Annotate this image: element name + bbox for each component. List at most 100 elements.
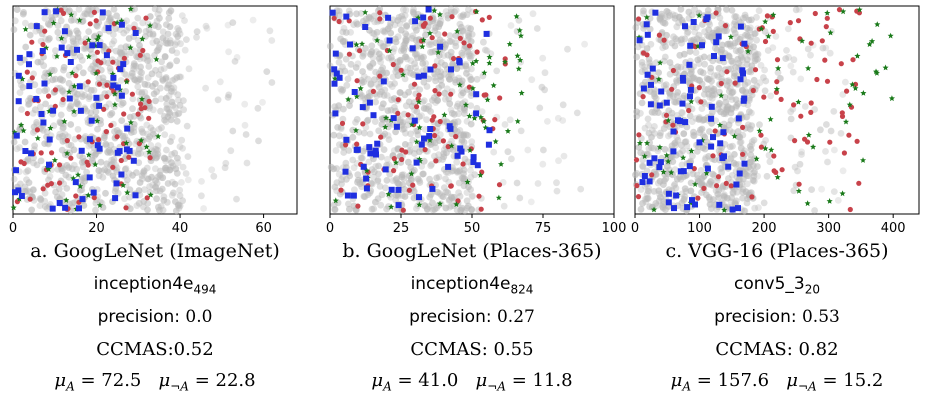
green-star	[352, 127, 359, 134]
gray-point	[727, 154, 735, 162]
blue-square	[110, 74, 117, 81]
gray-point	[446, 76, 453, 83]
gray-point	[360, 129, 368, 137]
green-star	[688, 98, 695, 105]
green-star	[486, 54, 493, 60]
gray-point	[427, 108, 434, 115]
gray-point	[166, 166, 174, 174]
gray-point	[379, 100, 387, 108]
blue-square	[372, 147, 379, 154]
blue-square	[429, 185, 436, 192]
green-star	[94, 117, 101, 124]
gray-point	[174, 154, 181, 162]
gray-point	[750, 76, 758, 84]
red-point	[715, 174, 722, 180]
gray-point	[63, 185, 71, 192]
green-star	[695, 43, 702, 49]
gray-point	[468, 31, 476, 38]
gray-point	[727, 109, 735, 117]
blue-square	[118, 21, 125, 28]
gray-point	[402, 53, 410, 61]
gray-point	[13, 145, 21, 153]
gray-point	[465, 52, 473, 60]
gray-point	[102, 140, 110, 148]
gray-point	[714, 105, 722, 113]
gray-point	[693, 24, 700, 31]
gray-point	[655, 69, 662, 76]
blue-square	[86, 136, 93, 143]
gray-point	[755, 204, 762, 212]
green-star	[758, 25, 765, 32]
gray-point	[442, 175, 449, 183]
gray-point	[59, 87, 66, 95]
gray-point	[176, 101, 184, 109]
green-star	[456, 81, 463, 88]
green-star	[849, 81, 856, 88]
gray-point	[164, 113, 172, 121]
gray-point	[75, 63, 83, 71]
gray-point	[214, 96, 222, 104]
green-star	[71, 83, 78, 89]
gray-point	[420, 157, 428, 165]
gray-point	[350, 164, 358, 172]
red-point	[415, 96, 421, 102]
red-point	[34, 127, 40, 133]
gray-point	[59, 77, 66, 84]
green-star	[50, 19, 57, 26]
gray-point	[444, 169, 452, 177]
gray-point	[401, 141, 409, 148]
gray-point	[135, 159, 143, 167]
gray-point	[164, 30, 172, 38]
green-star	[753, 155, 760, 162]
gray-point	[168, 47, 176, 54]
green-star	[114, 19, 121, 26]
gray-point	[167, 138, 174, 145]
blue-square	[333, 70, 340, 77]
gray-point	[130, 62, 138, 70]
gray-point	[111, 188, 119, 195]
gray-point	[16, 125, 23, 133]
gray-point	[750, 172, 758, 180]
green-star	[643, 14, 650, 20]
gray-point	[10, 26, 18, 33]
gray-point	[678, 199, 686, 207]
gray-point	[516, 194, 524, 202]
gray-point	[686, 112, 694, 120]
red-point	[403, 149, 409, 155]
blue-square	[79, 196, 86, 203]
gray-point	[467, 167, 474, 174]
blue-square	[39, 48, 46, 54]
gray-point	[41, 15, 49, 22]
gray-point	[364, 75, 372, 83]
gray-point	[131, 47, 138, 55]
gray-point	[818, 185, 825, 193]
gray-point	[184, 153, 192, 161]
blue-square	[737, 23, 744, 30]
gray-point	[40, 62, 48, 70]
blue-square	[412, 18, 419, 25]
red-point	[827, 139, 833, 145]
red-point	[406, 187, 412, 193]
gray-point	[198, 178, 205, 185]
gray-point	[364, 116, 372, 124]
x-tick-label: 75	[535, 221, 552, 236]
red-point	[814, 76, 820, 83]
chart-panel-b: 0 25 50 75 100 b. GoogLeNet (Places-365) inc…	[322, 0, 626, 398]
gray-point	[797, 75, 805, 83]
gray-point	[135, 76, 143, 83]
red-point	[823, 24, 829, 30]
green-star	[51, 157, 58, 163]
gray-point	[801, 103, 809, 110]
gray-point	[722, 5, 730, 13]
gray-point	[89, 156, 96, 164]
blue-square	[708, 115, 715, 122]
green-star	[506, 40, 513, 47]
gray-point	[157, 95, 165, 103]
gray-point	[170, 189, 177, 197]
blue-square	[360, 163, 367, 170]
gray-point	[185, 65, 193, 73]
gray-point	[761, 66, 768, 74]
gray-point	[367, 81, 375, 88]
red-point	[695, 195, 701, 201]
gray-point	[95, 172, 103, 180]
